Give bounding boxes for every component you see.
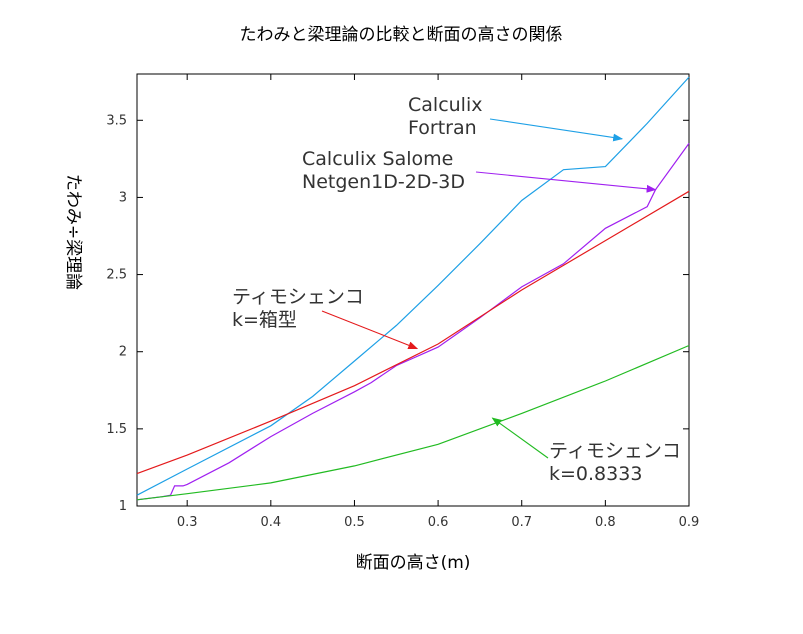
plot-frame (136, 73, 690, 507)
x-axis: 0.3 0.4 0.5 0.6 0.7 0.8 0.9 (177, 74, 700, 530)
annotation-label-timoshenko_k: ティモシェンコ (549, 440, 681, 462)
annotation-label-calculix_fortran: Fortran (408, 117, 477, 139)
annotation-arrow-calculix_salome (475, 171, 657, 193)
series-line-timoshenko_box (136, 190, 690, 475)
x-tick-label: 0.4 (260, 515, 281, 530)
annotation-label-timoshenko_k: k=0.8333 (549, 463, 642, 485)
annotation-arrow-timoshenko_k (491, 417, 549, 459)
annotation-label-timoshenko_box: ティモシェンコ (232, 286, 364, 308)
series-line-calculix_fortran (136, 76, 690, 496)
series-line-timoshenko_k (136, 344, 690, 501)
annotation-label-calculix_salome: Netgen1D-2D-3D (302, 171, 465, 193)
y-tick-label: 2.5 (106, 268, 127, 283)
series-layer (136, 76, 690, 501)
annotation-arrow-timoshenko_box (321, 310, 419, 350)
annotation-label-calculix_salome: Calculix Salome (302, 148, 453, 170)
chart-title: たわみと梁理論の比較と断面の高さの関係 (240, 25, 563, 45)
x-tick-label: 0.8 (595, 515, 616, 530)
x-tick-label: 0.9 (679, 515, 700, 530)
y-tick-label: 2 (119, 345, 127, 360)
y-axis: 1 1.5 2 2.5 3 3.5 (106, 113, 689, 514)
y-axis-title: たわみ÷梁理論 (63, 174, 83, 290)
x-tick-label: 0.5 (344, 515, 365, 530)
y-tick-label: 1 (119, 499, 127, 514)
annotation-label-timoshenko_box: k=箱型 (232, 309, 297, 331)
annotation-arrow-calculix_fortran (489, 118, 624, 142)
x-tick-label: 0.7 (511, 515, 532, 530)
x-tick-label: 0.6 (428, 515, 449, 530)
x-tick-label: 0.3 (177, 515, 198, 530)
x-axis-title: 断面の高さ(m) (356, 553, 471, 573)
y-tick-label: 3.5 (106, 113, 127, 128)
series-line-calculix_salome (136, 143, 690, 501)
y-tick-label: 3 (119, 190, 127, 205)
annotation-label-calculix_fortran: Calculix (408, 94, 482, 116)
y-tick-label: 1.5 (106, 422, 127, 437)
